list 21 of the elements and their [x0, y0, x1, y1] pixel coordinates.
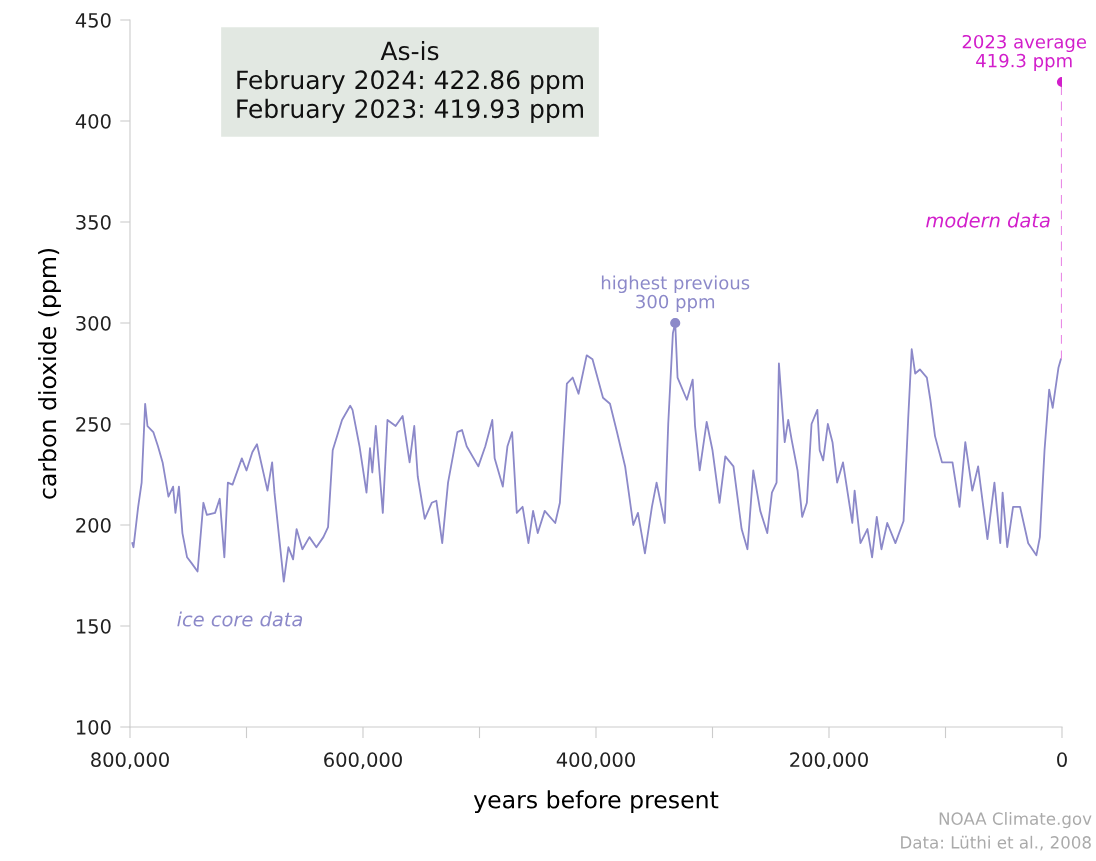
y-tick-label: 100	[76, 719, 111, 735]
y-tick-label: 450	[75, 12, 111, 28]
annotation: As-is February 2024: 422.86 ppm February 2023: 419.93 ppm	[237, 40, 583, 124]
y-tick-label: 350	[76, 214, 111, 230]
annotation: 2023 average 419.3 ppm	[962, 34, 1087, 71]
y-tick-label: 400	[75, 113, 111, 129]
text: NOAA Climate.gov Data: Lüthi et al., 2008	[901, 812, 1092, 851]
annotation: modern data	[926, 212, 1050, 228]
x-tick-label: 800,000	[91, 752, 169, 770]
x-tick-label: 600,000	[324, 752, 402, 770]
x-axis-title: years before present	[473, 790, 719, 814]
annotation: highest previous 300 ppm	[601, 275, 750, 312]
y-tick-label: 150	[76, 618, 111, 634]
x-tick-label: 200,000	[790, 752, 868, 770]
x-tick-label: 400,000	[556, 752, 635, 770]
y-tick-label: 300	[76, 315, 111, 331]
annotation: ice core data	[177, 611, 303, 627]
y-tick-label: 250	[76, 416, 111, 432]
x-tick-label: 0	[1057, 752, 1067, 768]
y-axis-title: carbon dioxide (ppm)	[38, 248, 61, 499]
y-tick-label: 200	[76, 517, 111, 533]
